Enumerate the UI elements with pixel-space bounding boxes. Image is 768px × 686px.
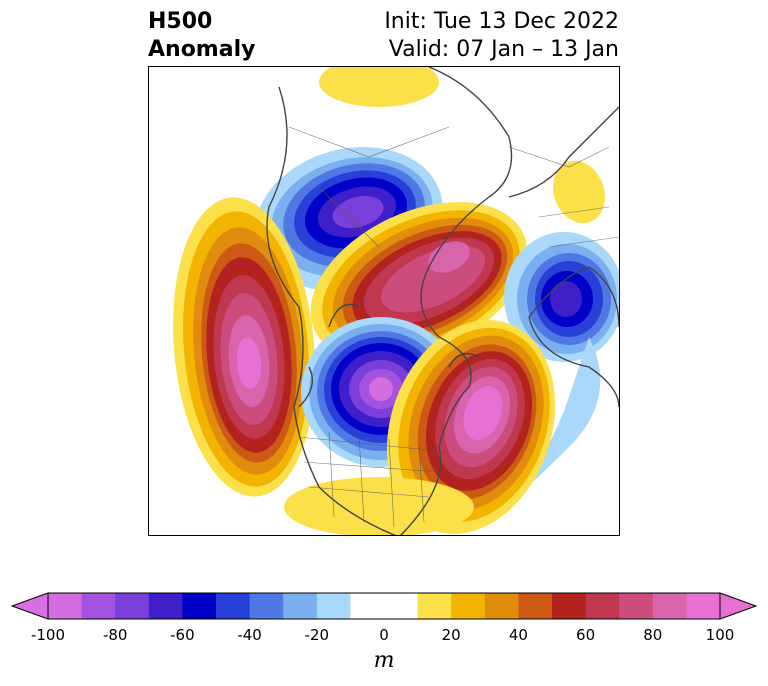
colorbar-segment (518, 593, 553, 619)
anomaly-positive-south (284, 477, 474, 535)
anomaly-positive-atlantic (386, 320, 556, 534)
anomaly-positive-arctic (319, 67, 439, 107)
colorbar-segment (552, 593, 587, 619)
colorbar-segment (652, 593, 687, 619)
colorbar-outline (47, 592, 721, 620)
colorbar-segment (216, 593, 251, 619)
colorbar-segment (350, 593, 419, 619)
colorbar-tick-label: -60 (170, 626, 195, 644)
colorbar-segment (81, 593, 116, 619)
colorbar-segment (182, 593, 217, 619)
colorbar-tick-label: -100 (30, 626, 66, 644)
colorbar-segment (283, 593, 318, 619)
colorbar-tick-label: -40 (237, 626, 262, 644)
colorbar-segment (48, 593, 83, 619)
colorbar-tick-label: 100 (705, 626, 735, 644)
colorbar-unit-label: m (373, 648, 395, 673)
colorbar-segment (148, 593, 183, 619)
colorbar-segment (316, 593, 351, 619)
init-date: Init: Tue 13 Dec 2022 (384, 9, 619, 34)
anomaly-positive-siberia (553, 160, 605, 224)
colorbar-segment (619, 593, 654, 619)
colorbar-tick-label: 40 (508, 626, 528, 644)
map-frame (148, 66, 620, 536)
colorbar-extend-max (719, 592, 758, 620)
colorbar-segment (484, 593, 519, 619)
colorbar (10, 592, 758, 620)
title-right: Init: Tue 13 Dec 2022 Valid: 07 Jan – 13… (384, 8, 619, 64)
anomaly-negative-east (504, 232, 619, 362)
colorbar-tick-label: -80 (102, 626, 128, 644)
coastlines (266, 67, 619, 535)
colorbar-tick-label: 0 (379, 626, 389, 644)
colorbar-tick-label: 80 (643, 626, 663, 644)
colorbar-segment (686, 593, 721, 619)
colorbar-segment (451, 593, 486, 619)
anomaly-map (173, 67, 619, 535)
colorbar-tick-label: 20 (441, 626, 461, 644)
anomaly-negative-atlantic-tail (504, 337, 601, 507)
colorbar-segment (115, 593, 150, 619)
anomaly-positive-pacific (173, 197, 315, 497)
valid-range: Valid: 07 Jan – 13 Jan (388, 37, 619, 62)
colorbar-extend-min (10, 592, 49, 620)
title-line1: H500 (148, 9, 213, 34)
colorbar-segment (585, 593, 620, 619)
colorbar-segment (417, 593, 452, 619)
colorbar-tick-label: -20 (304, 626, 330, 644)
colorbar-segment (249, 593, 284, 619)
colorbar-tick-label: 60 (576, 626, 596, 644)
title-left: H500 Anomaly (148, 8, 255, 64)
state-province-borders (288, 126, 619, 528)
title-line2: Anomaly (148, 37, 256, 62)
